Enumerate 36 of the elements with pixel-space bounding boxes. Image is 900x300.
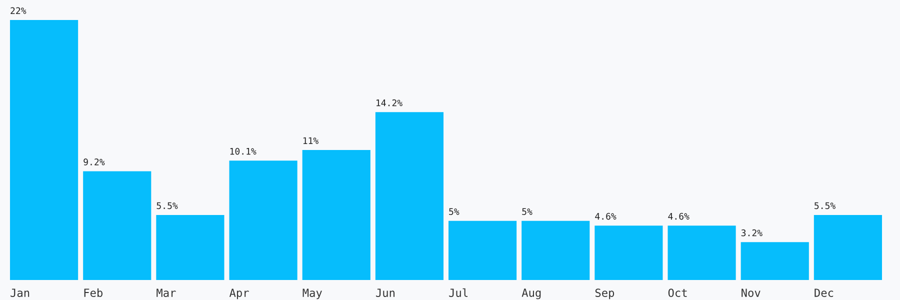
x-tick-label: Jan xyxy=(10,288,30,297)
data-label: 10.1% xyxy=(230,148,256,155)
bar xyxy=(229,160,298,280)
data-label: 9.2% xyxy=(84,158,105,166)
bar xyxy=(156,215,224,280)
x-tick-label: Aug xyxy=(522,288,541,300)
x-tick-label: Oct xyxy=(668,288,687,297)
data-label: 4.6% xyxy=(668,212,690,220)
bar xyxy=(10,20,78,280)
x-tick-label: Nov xyxy=(742,288,760,297)
data-label: 5.5% xyxy=(814,202,836,210)
x-tick-label: Sep xyxy=(595,288,614,300)
bar xyxy=(594,226,663,280)
x-tick-label: Feb xyxy=(84,288,102,297)
data-label: 5% xyxy=(522,208,532,215)
x-tick-label: Dec xyxy=(814,288,834,297)
x-tick-label: Mar xyxy=(156,288,176,297)
bar xyxy=(83,171,152,280)
bar xyxy=(668,226,736,280)
bar xyxy=(302,150,370,280)
data-label: 5.5% xyxy=(156,202,178,210)
x-tick-label: Jul xyxy=(449,288,468,297)
data-label: 3.2% xyxy=(741,229,762,236)
data-label: 5% xyxy=(449,208,460,215)
data-label: 22% xyxy=(10,7,26,14)
data-label: 11% xyxy=(303,137,318,144)
bar xyxy=(522,220,590,280)
bar xyxy=(448,220,517,280)
bar xyxy=(814,215,882,280)
bar xyxy=(740,242,809,280)
data-label: 4.6% xyxy=(595,212,616,220)
x-tick-label: Apr xyxy=(229,288,249,300)
x-tick-label: Jun xyxy=(376,288,394,297)
data-label: 14.2% xyxy=(376,99,402,106)
x-tick-label: May xyxy=(302,288,322,300)
bar xyxy=(375,112,444,280)
